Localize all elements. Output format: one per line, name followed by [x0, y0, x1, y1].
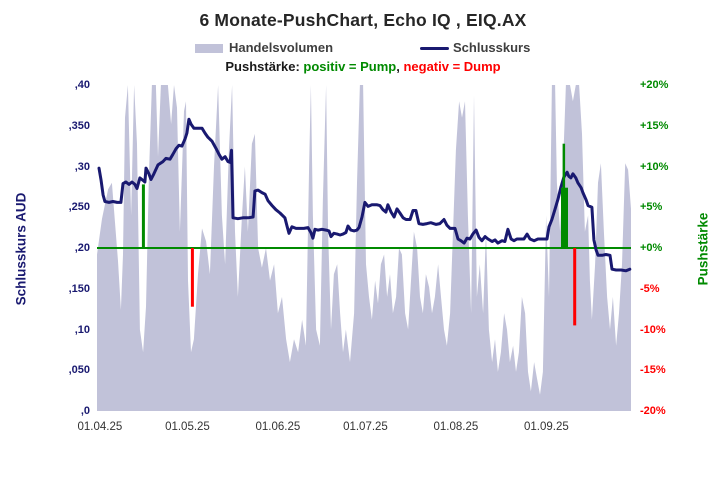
- tick-label: -10%: [640, 323, 666, 336]
- tick-label: +5%: [640, 201, 663, 214]
- push-legend-prefix: Pushstärke:: [225, 59, 304, 74]
- chart-title: 6 Monate-PushChart, Echo IQ , EIQ.AX: [199, 10, 527, 30]
- tick-label: ,20: [74, 242, 90, 254]
- push-bars: [141, 143, 577, 326]
- tick-label: 01.09.25: [523, 421, 569, 433]
- tick-label: ,30: [74, 160, 90, 173]
- volume-legend-label: Handelsvolumen: [229, 40, 334, 55]
- tick-label: ,40: [74, 79, 90, 91]
- tick-label: -15%: [640, 364, 666, 377]
- tick-label: ,150: [68, 282, 90, 295]
- tick-label: -5%: [640, 282, 660, 295]
- push-legend-negative: negativ = Dump: [403, 59, 501, 74]
- tick-label: 01.05.25: [165, 421, 210, 433]
- tick-label: 01.07.25: [343, 421, 388, 433]
- tick-label: ,10: [74, 323, 90, 336]
- push-bar: [562, 143, 566, 248]
- legend: Handelsvolumen Schlusskurs: [0, 40, 726, 56]
- tick-label: 01.04.25: [77, 421, 123, 433]
- price-line: [97, 117, 632, 273]
- tick-label: ,350: [68, 119, 90, 132]
- tick-label: 01.08.25: [433, 421, 479, 433]
- close-line-swatch: [420, 47, 449, 50]
- push-bar: [573, 248, 577, 326]
- push-legend-separator: ,: [396, 59, 404, 74]
- tick-label: +20%: [640, 79, 669, 91]
- push-legend-positive: positiv = Pump: [303, 59, 397, 74]
- push-legend: Pushstärke: positiv = Pump, negativ = Du…: [0, 59, 726, 74]
- tick-label: ,050: [68, 364, 90, 377]
- tick-label: 01.06.25: [255, 421, 301, 433]
- volume-swatch: [195, 44, 223, 53]
- tick-label: -20%: [640, 405, 666, 417]
- tick-label: +10%: [640, 160, 669, 173]
- push-bar: [141, 184, 145, 248]
- tick-label: ,0: [80, 405, 90, 417]
- close-legend-label: Schlusskurs: [453, 40, 531, 55]
- tick-label: ,250: [68, 201, 90, 214]
- tick-label: +0%: [640, 242, 663, 254]
- tick-label: +15%: [640, 119, 669, 132]
- push-bar: [190, 248, 194, 307]
